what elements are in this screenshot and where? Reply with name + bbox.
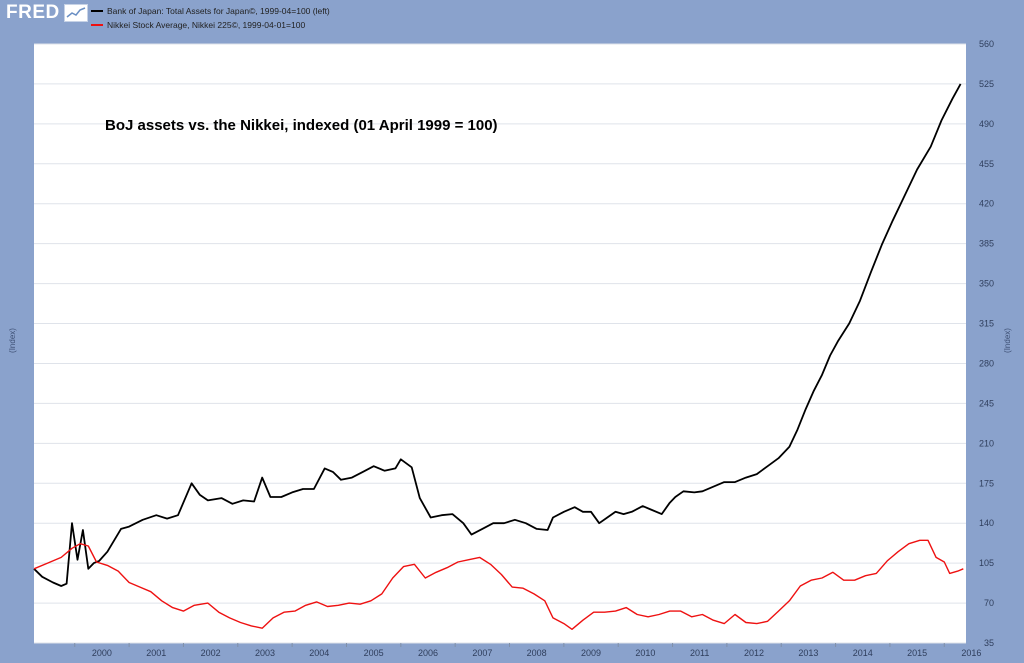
x-tick-label: 2012 (744, 648, 764, 658)
y-tick-label: 280 (979, 358, 994, 368)
x-tick-label: 2011 (690, 648, 709, 658)
y-tick-label: 490 (979, 119, 994, 129)
x-tick-label: 2014 (853, 648, 873, 658)
series-line-nikkei[interactable] (33, 539, 964, 630)
x-tick-label: 2007 (472, 648, 492, 658)
y-tick-label: 245 (979, 398, 994, 408)
x-tick-label: 2003 (255, 648, 275, 658)
y-tick-label: 140 (979, 518, 994, 528)
y-tick-label: 455 (979, 159, 994, 169)
x-tick-label: 2005 (364, 648, 384, 658)
x-tick-label: 2009 (581, 648, 601, 658)
x-tick-label: 2010 (635, 648, 655, 658)
x-tick-label: 2013 (798, 648, 818, 658)
legend-label-boj: Bank of Japan: Total Assets for Japan©, … (107, 6, 330, 16)
x-tick-label: 2008 (527, 648, 547, 658)
x-tick-label: 2002 (201, 648, 221, 658)
y-tick-label: 175 (979, 478, 994, 488)
y-tick-label: 70 (984, 598, 994, 608)
legend-item-boj[interactable]: Bank of Japan: Total Assets for Japan©, … (91, 4, 330, 18)
legend: Bank of Japan: Total Assets for Japan©, … (91, 4, 330, 32)
y-tick-label: 525 (979, 79, 994, 89)
legend-label-nikkei: Nikkei Stock Average, Nikkei 225©, 1999-… (107, 20, 306, 30)
legend-item-nikkei[interactable]: Nikkei Stock Average, Nikkei 225©, 1999-… (91, 18, 330, 32)
header: FRED Bank of Japan: Total Assets for Jap… (0, 0, 1024, 40)
y-tick-label: 35 (984, 638, 994, 648)
x-tick-label: 2015 (907, 648, 927, 658)
x-tick-label: 2001 (146, 648, 166, 658)
fred-logo[interactable]: FRED (6, 2, 60, 23)
y-tick-label: 105 (979, 558, 994, 568)
y-tick-label: 315 (979, 319, 994, 329)
x-tick-label: 2000 (92, 648, 112, 658)
x-tick-label: 2004 (309, 648, 329, 658)
y-tick-label: 350 (979, 279, 994, 289)
y-tick-label: 420 (979, 199, 994, 209)
chart-logo-icon (64, 4, 88, 22)
y-tick-label: 560 (979, 39, 994, 49)
legend-swatch-nikkei (91, 24, 103, 26)
x-tick-label: 2016 (961, 648, 981, 658)
chart-title: BoJ assets vs. the Nikkei, indexed (01 A… (105, 117, 498, 134)
plot-area (34, 44, 966, 643)
x-tick-label: 2006 (418, 648, 438, 658)
y-tick-label: 210 (979, 438, 994, 448)
y-tick-label: 385 (979, 239, 994, 249)
legend-swatch-boj (91, 10, 103, 12)
series-line-boj-assets[interactable] (33, 83, 962, 587)
